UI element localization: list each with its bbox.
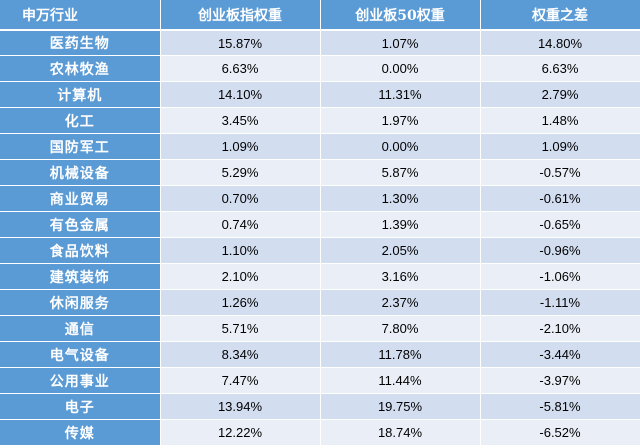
weight-diff-cell: -0.65% — [480, 211, 640, 239]
header-weight-diff: 权重之差 — [480, 0, 640, 31]
weight-diff-cell: 14.80% — [480, 30, 640, 57]
chinext50-weight-cell: 0.00% — [320, 55, 481, 83]
industry-cell: 食品饮料 — [0, 237, 161, 265]
chinext50-weight-cell: 11.31% — [320, 81, 481, 109]
industry-cell: 国防军工 — [0, 133, 161, 161]
chinext-weight-cell: 6.63% — [160, 55, 321, 83]
industry-cell: 化工 — [0, 107, 161, 135]
weight-diff-cell: 6.63% — [480, 55, 640, 83]
industry-cell: 休闲服务 — [0, 289, 161, 317]
industry-cell: 公用事业 — [0, 367, 161, 395]
chinext50-weight-cell: 7.80% — [320, 315, 481, 343]
weight-diff-cell: -0.96% — [480, 237, 640, 265]
table-row: 计算机 14.10% 11.31% 2.79% — [0, 81, 640, 109]
industry-cell: 机械设备 — [0, 159, 161, 187]
header-chinext50-weight: 创业板50权重 — [320, 0, 481, 31]
header-industry: 申万行业 — [0, 0, 161, 31]
chinext50-weight-cell: 5.87% — [320, 159, 481, 187]
chinext-weight-cell: 15.87% — [160, 30, 321, 57]
chinext50-weight-cell: 1.30% — [320, 185, 481, 213]
weight-diff-cell: 1.48% — [480, 107, 640, 135]
table-row: 通信 5.71% 7.80% -2.10% — [0, 315, 640, 343]
weight-diff-cell: -1.06% — [480, 263, 640, 291]
chinext-weight-cell: 13.94% — [160, 393, 321, 421]
weight-diff-cell: 2.79% — [480, 81, 640, 109]
table-row: 化工 3.45% 1.97% 1.48% — [0, 107, 640, 135]
chinext-weight-cell: 3.45% — [160, 107, 321, 135]
weight-diff-cell: -2.10% — [480, 315, 640, 343]
table-row: 建筑装饰 2.10% 3.16% -1.06% — [0, 263, 640, 291]
weight-diff-cell: -1.11% — [480, 289, 640, 317]
chinext50-weight-cell: 11.44% — [320, 367, 481, 395]
table-row: 商业贸易 0.70% 1.30% -0.61% — [0, 185, 640, 213]
table-row: 机械设备 5.29% 5.87% -0.57% — [0, 159, 640, 187]
chinext-weight-cell: 2.10% — [160, 263, 321, 291]
chinext-weight-cell: 14.10% — [160, 81, 321, 109]
industry-cell: 商业贸易 — [0, 185, 161, 213]
chinext50-weight-cell: 11.78% — [320, 341, 481, 369]
industry-cell: 传媒 — [0, 419, 161, 446]
industry-cell: 通信 — [0, 315, 161, 343]
chinext-weight-cell: 8.34% — [160, 341, 321, 369]
table-row: 医药生物 15.87% 1.07% 14.80% — [0, 30, 640, 57]
table-row: 公用事业 7.47% 11.44% -3.97% — [0, 367, 640, 395]
table-row: 休闲服务 1.26% 2.37% -1.11% — [0, 289, 640, 317]
industry-cell: 医药生物 — [0, 30, 161, 57]
chinext50-weight-cell: 0.00% — [320, 133, 481, 161]
industry-cell: 有色金属 — [0, 211, 161, 239]
industry-cell: 计算机 — [0, 81, 161, 109]
header-chinext-weight: 创业板指权重 — [160, 0, 321, 31]
chinext50-weight-cell: 2.05% — [320, 237, 481, 265]
chinext50-weight-cell: 1.39% — [320, 211, 481, 239]
chinext-weight-cell: 12.22% — [160, 419, 321, 446]
chinext50-weight-cell: 2.37% — [320, 289, 481, 317]
industry-cell: 农林牧渔 — [0, 55, 161, 83]
header-row: 申万行业 创业板指权重 创业板50权重 权重之差 — [0, 0, 640, 31]
weight-diff-cell: -3.97% — [480, 367, 640, 395]
weight-diff-cell: -5.81% — [480, 393, 640, 421]
chinext50-weight-cell: 19.75% — [320, 393, 481, 421]
chinext50-weight-cell: 1.97% — [320, 107, 481, 135]
table-row: 电子 13.94% 19.75% -5.81% — [0, 393, 640, 421]
table-row: 电气设备 8.34% 11.78% -3.44% — [0, 341, 640, 369]
chinext-weight-cell: 0.70% — [160, 185, 321, 213]
chinext-weight-cell: 1.10% — [160, 237, 321, 265]
weight-diff-cell: -0.57% — [480, 159, 640, 187]
chinext-weight-cell: 1.26% — [160, 289, 321, 317]
table-row: 食品饮料 1.10% 2.05% -0.96% — [0, 237, 640, 265]
chinext-weight-cell: 1.09% — [160, 133, 321, 161]
chinext50-weight-cell: 18.74% — [320, 419, 481, 446]
weight-diff-cell: -3.44% — [480, 341, 640, 369]
table-row: 农林牧渔 6.63% 0.00% 6.63% — [0, 55, 640, 83]
table-row: 国防军工 1.09% 0.00% 1.09% — [0, 133, 640, 161]
chinext50-weight-cell: 1.07% — [320, 30, 481, 57]
weight-diff-cell: -6.52% — [480, 419, 640, 446]
weight-diff-cell: -0.61% — [480, 185, 640, 213]
chinext-weight-cell: 5.71% — [160, 315, 321, 343]
chinext-weight-cell: 5.29% — [160, 159, 321, 187]
industry-cell: 电子 — [0, 393, 161, 421]
industry-cell: 建筑装饰 — [0, 263, 161, 291]
table-row: 有色金属 0.74% 1.39% -0.65% — [0, 211, 640, 239]
chinext-weight-cell: 0.74% — [160, 211, 321, 239]
chinext-weight-cell: 7.47% — [160, 367, 321, 395]
chinext50-weight-cell: 3.16% — [320, 263, 481, 291]
table-row: 传媒 12.22% 18.74% -6.52% — [0, 419, 640, 446]
industry-cell: 电气设备 — [0, 341, 161, 369]
weight-diff-cell: 1.09% — [480, 133, 640, 161]
